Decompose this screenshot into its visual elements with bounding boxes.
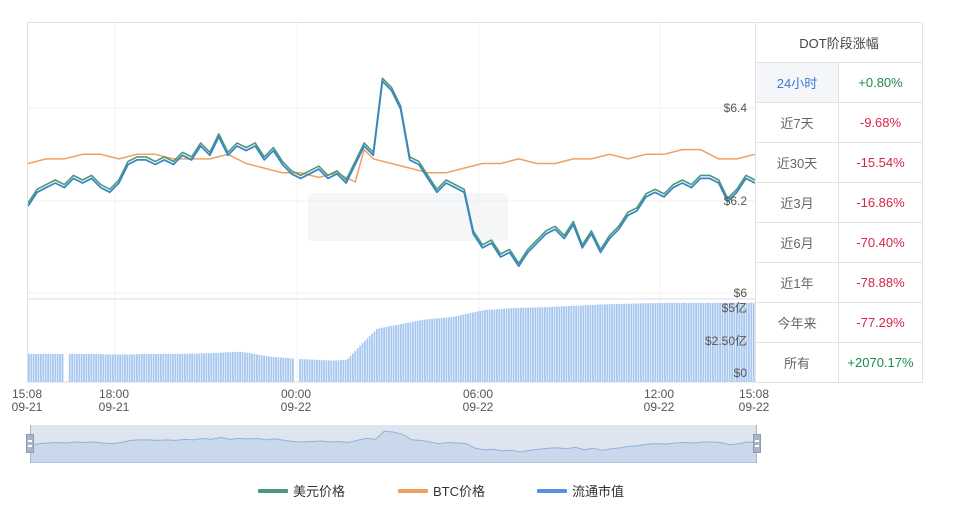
x-tick-label: 12:00 09-22 xyxy=(643,387,675,414)
table-title: DOT阶段涨幅 xyxy=(755,22,923,63)
period-label[interactable]: 近6月 xyxy=(755,222,839,263)
legend-swatch-icon xyxy=(398,488,428,493)
legend-item[interactable]: BTC价格 xyxy=(398,481,485,500)
y-label-cap-high: $5亿 xyxy=(722,300,747,315)
period-label[interactable]: 近7天 xyxy=(755,102,839,143)
period-change: -15.54% xyxy=(838,142,923,183)
y-label-price-mid: $6.2 xyxy=(724,194,748,208)
period-row[interactable]: 所有 +2070.17% xyxy=(755,342,923,383)
navigator-right-handle[interactable] xyxy=(753,434,761,453)
legend-swatch-icon xyxy=(537,488,567,493)
period-change: +0.80% xyxy=(838,62,923,103)
period-row[interactable]: 近1年 -78.88% xyxy=(755,262,923,303)
chart-area[interactable]: $6.4 $6.2 $6 $5亿 $2.50亿 $0 xyxy=(27,22,756,383)
y-label-price-high: $6.4 xyxy=(724,101,748,115)
period-label[interactable]: 近30天 xyxy=(755,142,839,183)
period-label[interactable]: 所有 xyxy=(755,342,839,383)
period-row[interactable]: 今年来 -77.29% xyxy=(755,302,923,343)
period-row[interactable]: 近3月 -16.86% xyxy=(755,182,923,223)
x-tick-label: 15:08 09-21 xyxy=(11,387,43,414)
x-tick-label: 00:00 09-22 xyxy=(280,387,312,414)
period-row[interactable]: 近30天 -15.54% xyxy=(755,142,923,183)
legend-item[interactable]: 美元价格 xyxy=(258,481,345,500)
legend-label: 流通市值 xyxy=(572,484,625,499)
legend-swatch-icon xyxy=(258,488,288,493)
period-change: -16.86% xyxy=(838,182,923,223)
legend-label: BTC价格 xyxy=(433,484,486,499)
navigator-left-handle[interactable] xyxy=(26,434,34,453)
legend: 美元价格 BTC价格 流通市值 xyxy=(0,481,956,499)
price-chart-svg: $6.4 $6.2 $6$5亿 $2.50亿 $0 xyxy=(28,23,756,383)
x-tick-label: 06:00 09-22 xyxy=(462,387,494,414)
period-change: -9.68% xyxy=(838,102,923,143)
x-tick-label: 15:08 09-22 xyxy=(738,387,770,414)
period-label[interactable]: 近1年 xyxy=(755,262,839,303)
period-label[interactable]: 今年来 xyxy=(755,302,839,343)
period-change: -78.88% xyxy=(838,262,923,303)
period-row[interactable]: 近7天 -9.68% xyxy=(755,102,923,143)
performance-table: DOT阶段涨幅 24小时 +0.80% 近7天 -9.68% 近30天 -15.54% 近3… xyxy=(755,22,923,383)
period-change: -77.29% xyxy=(838,302,923,343)
period-row[interactable]: 24小时 +0.80% xyxy=(755,62,923,103)
period-label[interactable]: 24小时 xyxy=(755,62,839,103)
period-change: -70.40% xyxy=(838,222,923,263)
navigator-svg xyxy=(30,425,757,463)
x-tick-label: 18:00 09-21 xyxy=(98,387,130,414)
period-change: +2070.17% xyxy=(838,342,923,383)
range-navigator[interactable] xyxy=(26,425,761,463)
period-label[interactable]: 近3月 xyxy=(755,182,839,223)
y-label-price-low: $6 xyxy=(734,286,748,300)
period-row[interactable]: 近6月 -70.40% xyxy=(755,222,923,263)
legend-item[interactable]: 流通市值 xyxy=(537,481,624,500)
y-label-cap-low: $0 xyxy=(734,366,748,380)
legend-label: 美元价格 xyxy=(293,484,346,499)
y-label-cap-mid: $2.50亿 xyxy=(705,333,747,348)
